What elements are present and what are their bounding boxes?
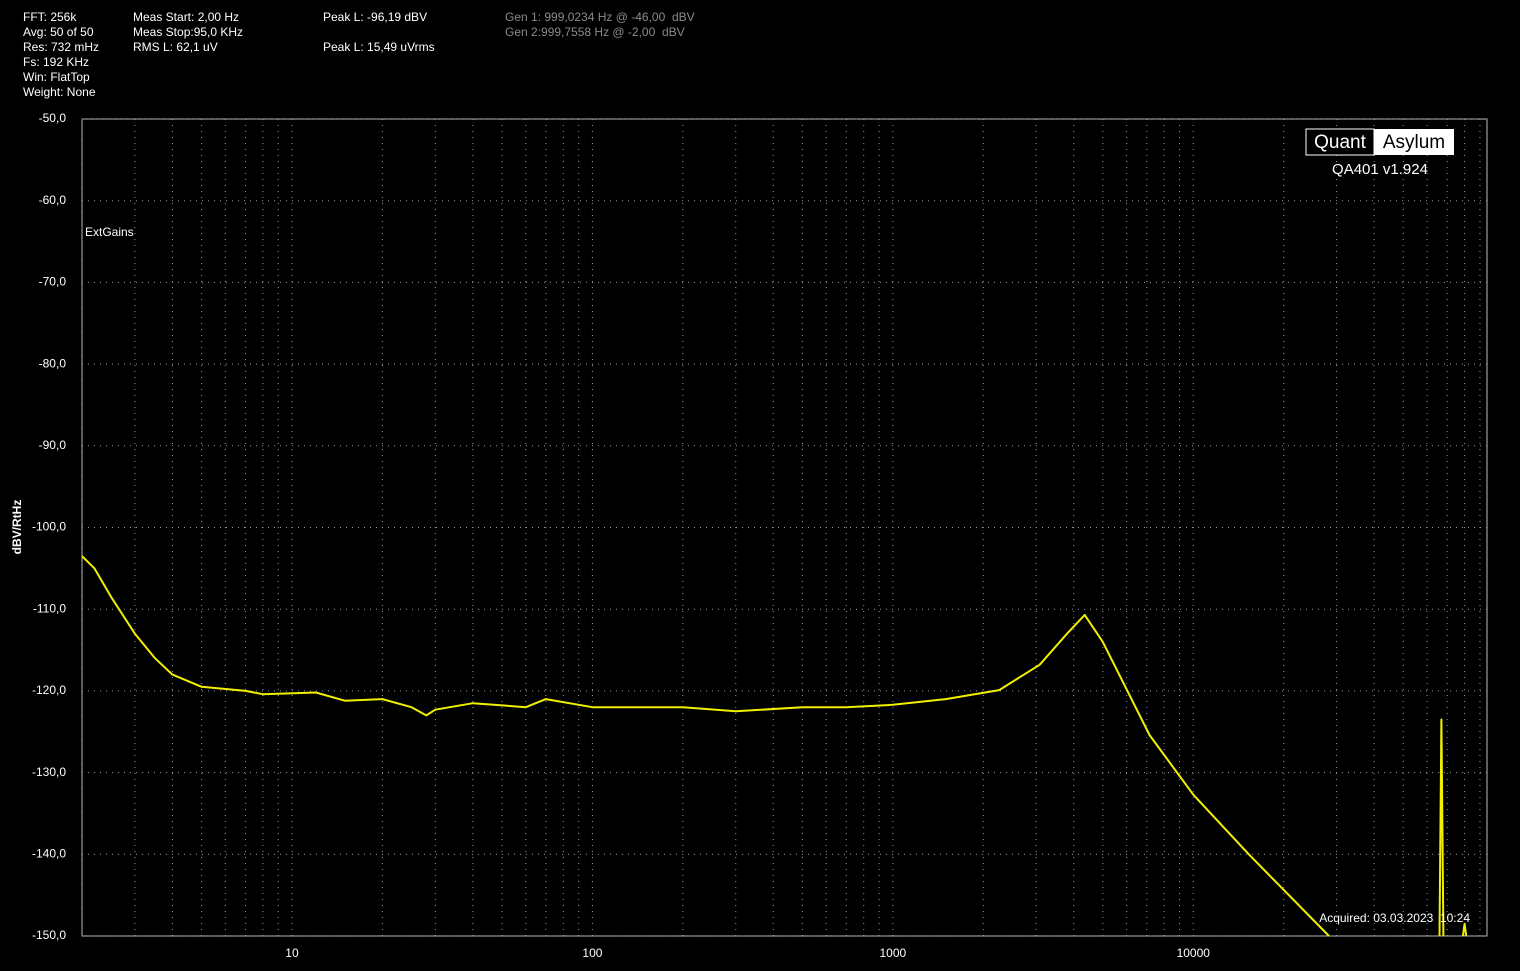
info-text: Meas Start: 2,00 Hz [133, 10, 239, 24]
x-tick-label: 10 [285, 946, 299, 960]
y-tick-label: -90,0 [39, 438, 67, 452]
curve-label: ExtGains [85, 225, 134, 239]
info-text: Peak L: -96,19 dBV [323, 10, 427, 24]
logo-text: Asylum [1383, 132, 1445, 153]
info-text: Avg: 50 of 50 [23, 25, 94, 39]
x-tick-label: 10000 [1177, 946, 1211, 960]
logo: Quant Asylum QA401 v1.924 [1305, 128, 1454, 178]
info-text: Fs: 192 KHz [23, 55, 89, 69]
generator-text: Gen 1: 999,0234 Hz @ -46,00 dBV [505, 10, 695, 24]
y-axis-label: dBV/RtHz [10, 500, 24, 555]
y-tick-label: -50,0 [39, 111, 67, 125]
y-tick-label: -70,0 [39, 275, 67, 289]
x-tick-label: 100 [582, 946, 602, 960]
y-tick-label: -150,0 [32, 928, 66, 942]
info-text: Meas Stop:95,0 KHz [133, 25, 243, 39]
y-tick-label: -140,0 [32, 846, 66, 860]
logo-box [1305, 128, 1375, 156]
y-tick-label: -80,0 [39, 356, 67, 370]
y-tick-label: -120,0 [32, 683, 66, 697]
y-tick-label: -110,0 [33, 601, 66, 615]
info-text: Win: FlatTop [23, 70, 90, 84]
logo-text: Quant [1314, 132, 1366, 153]
spectrum-line [81, 555, 1468, 937]
y-tick-label: -100,0 [32, 520, 66, 534]
info-text: Res: 732 mHz [23, 40, 99, 54]
plot-area [81, 118, 1487, 937]
logo-box [1374, 129, 1454, 155]
x-tick-label: 1000 [879, 946, 906, 960]
version-text: QA401 v1.924 [1332, 161, 1428, 178]
info-panel: FFT: 256k Avg: 50 of 50 Res: 732 mHz Fs:… [23, 10, 695, 99]
info-text: RMS L: 62,1 uV [133, 40, 218, 54]
info-text: Weight: None [23, 85, 96, 99]
info-text: Peak L: 15,49 uVrms [323, 40, 435, 54]
info-text: FFT: 256k [23, 10, 77, 24]
y-tick-label: -130,0 [32, 765, 66, 779]
acquired-text: Acquired: 03.03.2023 10:24 [1319, 911, 1470, 925]
y-tick-label: -60,0 [39, 193, 67, 207]
generator-text: Gen 2:999,7558 Hz @ -2,00 dBV [505, 25, 685, 39]
